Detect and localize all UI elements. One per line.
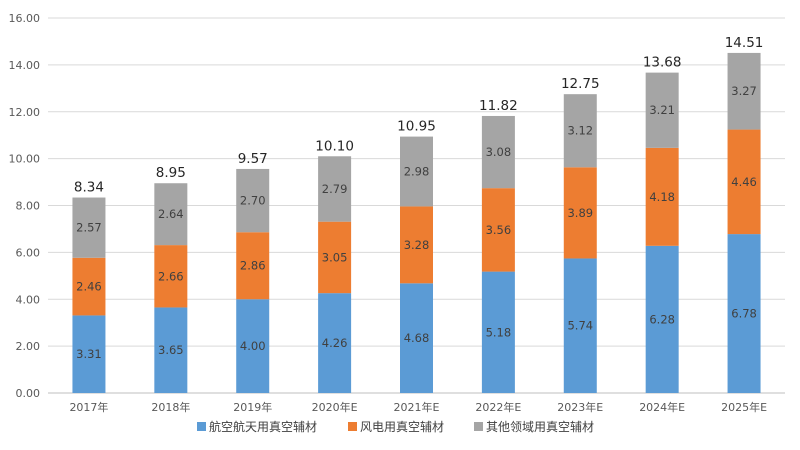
bar-segment xyxy=(727,234,761,393)
x-tick-label: 2022年E xyxy=(475,400,521,414)
segment-value-label: 5.74 xyxy=(567,319,593,333)
segment-value-label: 4.68 xyxy=(404,331,430,345)
bar-segment xyxy=(400,283,433,393)
bar-segment xyxy=(236,232,270,300)
total-value-label: 8.95 xyxy=(156,165,186,181)
segment-value-label: 3.65 xyxy=(158,343,184,357)
legend-label: 风电用真空辅材 xyxy=(360,420,444,434)
segment-value-label: 2.98 xyxy=(404,165,430,179)
x-tick-label: 2017年 xyxy=(69,400,108,414)
segment-value-label: 6.78 xyxy=(731,307,757,321)
legend-swatch xyxy=(348,422,357,431)
y-tick-label: 0.00 xyxy=(16,387,41,400)
y-tick-label: 12.00 xyxy=(9,106,41,119)
segment-value-label: 3.28 xyxy=(404,238,430,252)
bar-segment xyxy=(236,168,270,233)
segment-value-label: 3.31 xyxy=(76,347,102,361)
segment-value-label: 2.70 xyxy=(240,194,266,208)
segment-value-label: 4.00 xyxy=(240,339,266,353)
bar-segment xyxy=(72,257,106,316)
segment-value-label: 4.26 xyxy=(322,336,348,350)
total-value-label: 11.82 xyxy=(479,98,518,114)
segment-value-label: 2.79 xyxy=(322,182,348,196)
bar-segment xyxy=(400,136,433,207)
x-axis-ticks: 2017年 2018年 2019年 2020年E 2021年E 2022年E 2023年E 2… xyxy=(69,400,767,414)
segment-value-label: 3.05 xyxy=(322,250,348,264)
bar-segment xyxy=(727,52,761,130)
segment-value-label: 3.21 xyxy=(649,103,675,117)
y-tick-label: 16.00 xyxy=(9,12,41,25)
data-labels: 3.31 2.46 2.57 8.34 3.65 2.66 2.64 8.95 4.00 2.86… xyxy=(74,35,763,361)
total-value-label: 12.75 xyxy=(561,76,600,92)
bar-segment xyxy=(236,299,270,393)
x-tick-label: 2023年E xyxy=(557,400,603,414)
bar-segment xyxy=(481,188,515,272)
segment-value-label: 2.57 xyxy=(76,221,102,235)
y-tick-label: 14.00 xyxy=(9,59,41,72)
legend-swatch xyxy=(197,422,206,431)
bar-segment xyxy=(72,315,106,393)
segment-value-label: 6.28 xyxy=(649,312,675,326)
x-tick-label: 2018年 xyxy=(151,400,190,414)
segment-value-label: 2.46 xyxy=(76,280,102,294)
bar-segment xyxy=(154,307,188,393)
bar-segment xyxy=(154,245,188,308)
x-tick-label: 2019年 xyxy=(233,400,272,414)
y-axis-ticks: 0.00 2.00 4.00 6.00 8.00 10.00 12.00 14.00 16.00 xyxy=(9,12,41,400)
bar-segment xyxy=(563,167,597,259)
bars xyxy=(72,52,761,393)
bar-segment xyxy=(563,258,597,393)
x-tick-label: 2021年E xyxy=(394,400,440,414)
bar-segment xyxy=(400,206,433,284)
x-tick-label: 2024年E xyxy=(639,400,685,414)
y-tick-label: 8.00 xyxy=(16,200,41,213)
total-value-label: 9.57 xyxy=(238,151,268,167)
y-tick-label: 10.00 xyxy=(9,153,41,166)
segment-value-label: 4.18 xyxy=(649,190,675,204)
bar-segment xyxy=(563,94,597,168)
bar-segment xyxy=(645,245,679,393)
segment-value-label: 5.18 xyxy=(486,325,512,339)
bar-segment xyxy=(481,115,515,189)
bar-segment xyxy=(318,293,352,393)
y-tick-label: 2.00 xyxy=(16,340,41,353)
segment-value-label: 3.27 xyxy=(731,84,757,98)
segment-value-label: 2.66 xyxy=(158,269,184,283)
x-tick-label: 2020年E xyxy=(312,400,358,414)
segment-value-label: 3.56 xyxy=(486,223,512,237)
legend-label: 航空航天用真空辅材 xyxy=(209,419,317,434)
legend-label: 其他领域用真空辅材 xyxy=(486,420,594,434)
segment-value-label: 2.64 xyxy=(158,207,184,221)
segment-value-label: 3.12 xyxy=(567,124,593,138)
total-value-label: 13.68 xyxy=(643,55,682,71)
y-tick-label: 6.00 xyxy=(16,246,41,259)
bar-segment xyxy=(645,72,679,148)
segment-value-label: 2.86 xyxy=(240,259,266,273)
bar-segment xyxy=(72,197,106,258)
bar-segment xyxy=(318,156,352,222)
bar-segment xyxy=(318,221,352,294)
total-value-label: 14.51 xyxy=(725,35,764,51)
segment-value-label: 4.46 xyxy=(731,175,757,189)
total-value-label: 10.10 xyxy=(315,138,354,154)
bar-segment xyxy=(154,183,188,246)
total-value-label: 8.34 xyxy=(74,180,104,196)
legend: 航空航天用真空辅材 风电用真空辅材 其他领域用真空辅材 xyxy=(197,419,594,434)
total-value-label: 10.95 xyxy=(397,119,436,135)
bar-segment xyxy=(481,271,515,393)
segment-value-label: 3.89 xyxy=(567,206,593,220)
y-tick-label: 4.00 xyxy=(16,293,41,306)
segment-value-label: 3.08 xyxy=(486,145,512,159)
legend-swatch xyxy=(474,422,483,431)
bar-segment xyxy=(727,129,761,235)
x-tick-label: 2025年E xyxy=(721,400,767,414)
bar-segment xyxy=(645,147,679,246)
